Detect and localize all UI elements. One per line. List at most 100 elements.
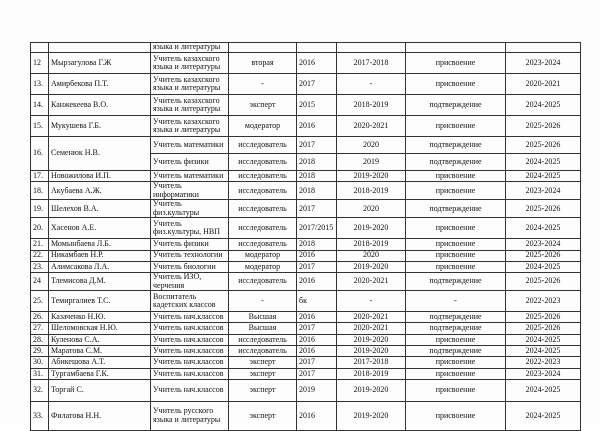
teacher-name: Тлемисова Д.М. <box>48 272 151 292</box>
next-date: 2024-2025 <box>505 333 581 347</box>
period: 2020 <box>336 199 406 219</box>
year: 2015 <box>296 94 337 116</box>
next-date: 2024-2025 <box>505 169 581 183</box>
teacher-name: Канжекеева В.О. <box>48 94 151 116</box>
table-row: 16. Семенюк Н.В. Учитель математики исследо… <box>30 136 581 171</box>
action: присвоение <box>405 181 506 201</box>
action: подтверждение <box>405 136 506 154</box>
row-number: 30. <box>30 356 49 369</box>
row-number: 24 <box>30 272 49 292</box>
table-row: 23. Алимсакова Л.А. Учитель биологии модера… <box>30 260 581 274</box>
next-date: 2024-2025 <box>505 217 581 240</box>
action: присвоение <box>405 400 506 431</box>
teacher-name: Семенюк Н.В. <box>48 136 151 171</box>
year: 2017 <box>296 356 337 369</box>
table-body: языка и литературы 12 Мырзагулова Г.Ж Учите… <box>30 42 581 431</box>
next-date: 2023-2024 <box>505 367 581 380</box>
period: 2020-2021 <box>336 272 406 292</box>
subject: Учитель математики <box>150 169 229 183</box>
row-number: 28. <box>30 333 49 347</box>
teacher-name: Шелехов В.А. <box>48 199 151 219</box>
next-date: 2023-2024 <box>505 52 581 74</box>
action: присвоение <box>405 115 506 137</box>
teacher-name: Хасенов А.Е. <box>48 217 151 240</box>
next-date: 2020-2021 <box>505 73 581 95</box>
next-date: 2025-2026 <box>505 272 581 292</box>
teacher-name: Момынбаева Л.Б. <box>48 238 151 251</box>
period: 2019-2020 <box>336 333 406 347</box>
subject: Учитель нач.классов <box>150 333 229 347</box>
period: - <box>336 290 406 313</box>
period: 2019-2020 <box>336 217 406 240</box>
table-row: 32. Торгай С. Учитель нач.классов эксперт 20… <box>30 378 581 402</box>
category: Высшая <box>228 322 297 335</box>
teacher-name: Торгай С. <box>48 378 151 402</box>
action: присвоение <box>405 73 506 95</box>
next-date: 2024-2025 <box>505 378 581 402</box>
period: 2019-2020 <box>336 400 406 431</box>
year: 2017 <box>296 322 337 335</box>
row-number: 18. <box>30 181 49 201</box>
year: 2017 <box>296 367 337 380</box>
next-date: 2024-2025 <box>505 94 581 116</box>
teacher-name: Шеломовская Н.Ю. <box>48 322 151 335</box>
row-number: 26. <box>30 311 49 324</box>
category: исследователь <box>228 238 297 251</box>
next-date: 2022-2023 <box>505 356 581 369</box>
period: 2019 <box>336 153 406 171</box>
table-row: 18. Акубаева А.Ж. Учитель информатики иссле… <box>30 181 581 201</box>
subject: Учитель физики <box>150 153 229 171</box>
period: 2019-2020 <box>336 345 406 358</box>
subject: Учитель ИЗО, черчения <box>150 272 229 292</box>
category: эксперт <box>228 400 297 431</box>
action: присвоение <box>405 169 506 183</box>
period: - <box>336 73 406 95</box>
row-number: 17. <box>30 169 49 183</box>
action: подтверждение <box>405 322 506 335</box>
action: подтверждение <box>405 311 506 324</box>
teacher-name: Филатова Н.Н. <box>48 400 151 431</box>
table-row: 13. Амирбекова П.Т. Учитель казахского язы… <box>30 73 581 95</box>
action: присвоение <box>405 356 506 369</box>
row-number: 21. <box>30 238 49 251</box>
subject: Учитель нач.классов <box>150 378 229 402</box>
subject: Учитель технологии <box>150 249 229 262</box>
year: 2018 <box>296 169 337 183</box>
action: - <box>405 290 506 313</box>
subject: Учитель нач.классов <box>150 367 229 380</box>
table-row: 19. Шелехов В.А. Учитель физ.культуры иссле… <box>30 199 581 219</box>
action: подтверждение <box>405 153 506 171</box>
row-number: 31. <box>30 367 49 380</box>
year: 2016 <box>296 52 337 74</box>
action: присвоение <box>405 378 506 402</box>
table-row: 27. Шеломовская Н.Ю. Учитель нач.классов Вы… <box>30 322 581 335</box>
next-date: 2025-2026 <box>505 322 581 335</box>
period: 2018-2019 <box>336 94 406 116</box>
next-date: 2025-2026 <box>505 136 581 154</box>
category: исследователь <box>228 136 297 154</box>
row-number: 15. <box>30 115 49 137</box>
action: подтверждение <box>405 199 506 219</box>
category: - <box>228 290 297 313</box>
subject: Учитель казахского языка и литературы <box>150 94 229 116</box>
teacher-name: Тургамбаева Г.К. <box>48 367 151 380</box>
row-number: 27. <box>30 322 49 335</box>
category: исследователь <box>228 345 297 358</box>
teacher-name: Казаченко Н.Ю. <box>48 311 151 324</box>
row-number: 22. <box>30 249 49 262</box>
period: 2020-2021 <box>336 115 406 137</box>
period: 2019-2020 <box>336 260 406 274</box>
subject: Учитель нач.классов <box>150 345 229 358</box>
category: эксперт <box>228 378 297 402</box>
period: 2019-2020 <box>336 378 406 402</box>
teacher-name: Мырзагулова Г.Ж <box>48 52 151 74</box>
teacher-name: Алимсакова Л.А. <box>48 260 151 274</box>
subject: Учитель информатики <box>150 181 229 201</box>
year: 2017 <box>296 199 337 219</box>
category: исследователь <box>228 181 297 201</box>
teacher-name: Маратова С.М. <box>48 345 151 358</box>
table-row: 25. Темиргалиев Т.С. Воспитатель кадетских… <box>30 290 581 313</box>
row-number: 29. <box>30 345 49 358</box>
year: 2018 <box>296 153 337 171</box>
staff-table: языка и литературы 12 Мырзагулова Г.Ж Учите… <box>30 42 581 431</box>
